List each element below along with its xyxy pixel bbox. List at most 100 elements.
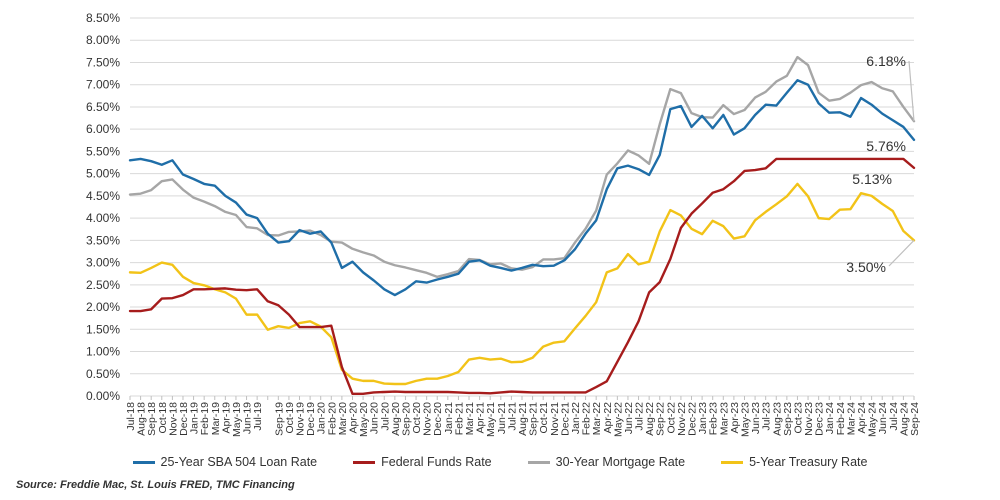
y-tick-label: 2.00% — [86, 300, 120, 314]
y-tick-label: 5.50% — [86, 144, 120, 158]
y-tick-label: 1.50% — [86, 322, 120, 336]
x-tick-label: Jun-19 — [242, 402, 254, 434]
y-tick-label: 6.00% — [86, 122, 120, 136]
x-tick-label: Nov-21 — [549, 402, 561, 436]
x-tick-label: Jul-19 — [252, 402, 264, 431]
callout-label: 6.18% — [866, 53, 906, 69]
x-tick-label: Oct-19 — [284, 402, 296, 434]
x-tick-label: Mar-20 — [337, 402, 349, 435]
x-tick-label: Aug-24 — [898, 402, 910, 436]
x-tick-label: Dec-22 — [687, 402, 699, 436]
x-tick-label: Feb-20 — [326, 402, 338, 435]
x-tick-label: Jan-24 — [824, 402, 836, 434]
x-tick-label: Apr-23 — [729, 402, 741, 434]
x-tick-label: Feb-22 — [581, 402, 593, 435]
callout-leader — [888, 239, 915, 267]
callout-label: 3.50% — [846, 259, 886, 275]
x-tick-label: Sep-24 — [909, 402, 921, 436]
x-tick-label: Oct-23 — [792, 402, 804, 434]
x-tick-label: Sep-19 — [273, 402, 285, 436]
x-tick-label: Sep-22 — [655, 402, 667, 436]
source-note: Source: Freddie Mac, St. Louis FRED, TMC… — [16, 479, 295, 491]
series-line-25-year-sba-504-loan-rate — [128, 79, 916, 297]
series-line-federal-funds-rate — [128, 157, 916, 395]
series-line-5-year-treasury-rate — [128, 182, 916, 386]
x-tick-label: Mar-19 — [210, 402, 222, 435]
x-tick-label: Jun-24 — [877, 402, 889, 434]
x-tick-label: Feb-21 — [453, 402, 465, 435]
x-tick-label: Dec-20 — [432, 402, 444, 436]
legend-item: 30-Year Mortgage Rate — [527, 455, 686, 469]
x-tick-label: Apr-19 — [220, 402, 232, 434]
x-tick-label: Jul-22 — [634, 402, 646, 431]
x-axis-tick-labels: Jul-18Aug-18Sep-18Oct-18Nov-18Dec-18Jan-… — [125, 402, 921, 437]
x-tick-label: May-21 — [485, 402, 497, 437]
callout-label: 5.76% — [866, 138, 906, 154]
x-tick-label: Jul-21 — [506, 402, 518, 431]
x-tick-label: Dec-18 — [178, 402, 190, 436]
legend-item: Federal Funds Rate — [353, 455, 492, 469]
y-tick-label: 0.00% — [86, 389, 120, 403]
series-lines — [128, 55, 916, 395]
y-tick-label: 5.00% — [86, 167, 120, 181]
x-tick-label: Jan-21 — [443, 402, 455, 434]
x-tick-label: Nov-23 — [803, 402, 815, 436]
x-tick-label: Dec-23 — [814, 402, 826, 436]
legend-label: 5-Year Treasury Rate — [749, 455, 868, 469]
x-tick-label: Jun-20 — [369, 402, 381, 434]
x-tick-label: May-20 — [358, 402, 370, 437]
x-tick-label: Feb-24 — [835, 402, 847, 435]
y-tick-label: 8.00% — [86, 33, 120, 47]
x-tick-label: Oct-20 — [411, 402, 423, 434]
x-tick-label: May-23 — [739, 402, 751, 437]
value-callouts: 6.18% 5.76% 5.13% 3.50% — [846, 53, 915, 275]
y-tick-label: 4.50% — [86, 189, 120, 203]
y-tick-label: 7.00% — [86, 78, 120, 92]
x-tick-label: Nov-19 — [295, 402, 307, 436]
legend-swatch — [721, 460, 744, 464]
x-tick-label: Jan-23 — [697, 402, 709, 434]
y-tick-label: 3.50% — [86, 233, 120, 247]
callout-label: 5.13% — [852, 171, 892, 187]
legend-label: Federal Funds Rate — [381, 455, 492, 469]
x-tick-label: Jul-18 — [125, 402, 137, 431]
x-tick-label: Aug-23 — [771, 402, 783, 436]
x-tick-label: Feb-19 — [199, 402, 211, 435]
y-tick-label: 7.50% — [86, 55, 120, 69]
x-tick-label: Apr-22 — [602, 402, 614, 434]
legend-item: 5-Year Treasury Rate — [721, 455, 867, 469]
x-tick-label: May-22 — [612, 402, 624, 437]
legend-label: 25-Year SBA 504 Loan Rate — [160, 455, 318, 469]
x-tick-label: Oct-18 — [157, 402, 169, 434]
x-tick-label: Dec-21 — [559, 402, 571, 436]
y-tick-label: 0.50% — [86, 367, 120, 381]
x-tick-label: Aug-20 — [390, 402, 402, 436]
y-tick-label: 3.00% — [86, 256, 120, 270]
x-tick-label: Oct-21 — [538, 402, 550, 434]
x-tick-label: Mar-24 — [845, 402, 857, 435]
y-tick-label: 6.50% — [86, 100, 120, 114]
y-tick-label: 1.00% — [86, 345, 120, 359]
x-tick-label: Mar-21 — [464, 402, 476, 435]
x-tick-label: Jan-22 — [570, 402, 582, 434]
series-line-30-year-mortgage-rate — [128, 55, 916, 279]
x-tick-label: Aug-21 — [517, 402, 529, 436]
legend-swatch — [132, 460, 155, 464]
y-axis-tick-labels: 0.00% 0.50% 1.00% 1.50% 2.00% 2.50% 3.00% 3.50%… — [86, 11, 120, 403]
x-tick-label: Nov-20 — [422, 402, 434, 436]
legend: 25-Year SBA 504 Loan Rate Federal Funds R… — [0, 455, 1000, 469]
x-tick-label: Jul-24 — [888, 402, 900, 431]
x-tick-label: Feb-23 — [708, 402, 720, 435]
x-tick-label: Sep-20 — [400, 402, 412, 436]
x-tick-label: Aug-18 — [136, 402, 148, 436]
x-tick-label: Jun-22 — [623, 402, 635, 434]
x-tick-label: Jul-23 — [761, 402, 773, 431]
x-tick-label: Apr-20 — [347, 402, 359, 434]
x-tick-label: May-24 — [867, 402, 879, 437]
x-tick-label: Jan-20 — [316, 402, 328, 434]
legend-label: 30-Year Mortgage Rate — [555, 455, 686, 469]
x-tick-label: Jun-23 — [750, 402, 762, 434]
y-tick-label: 4.00% — [86, 211, 120, 225]
gridlines — [130, 17, 914, 397]
x-tick-label: May-19 — [231, 402, 243, 437]
